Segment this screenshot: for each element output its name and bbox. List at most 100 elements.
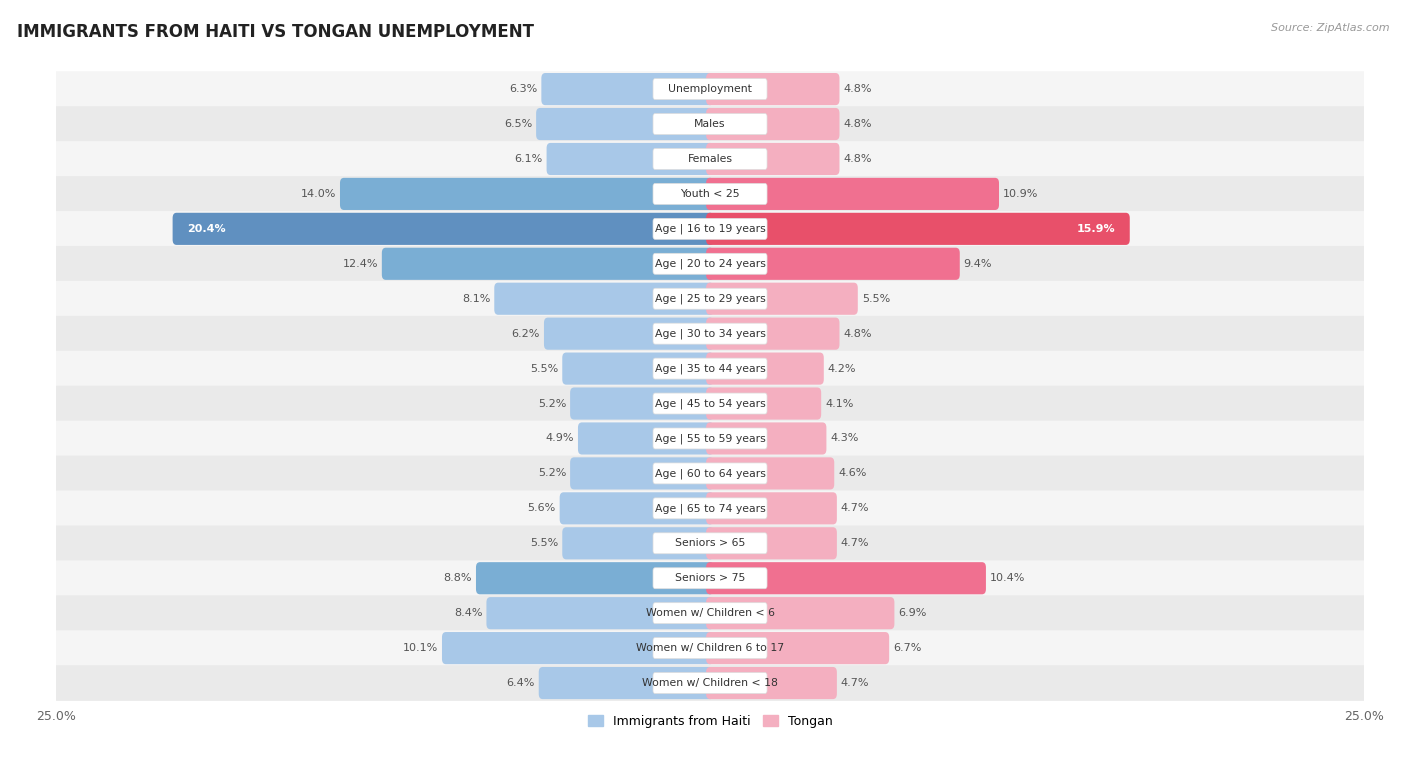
FancyBboxPatch shape (652, 498, 768, 519)
Text: 5.2%: 5.2% (538, 469, 567, 478)
FancyBboxPatch shape (56, 246, 1364, 282)
FancyBboxPatch shape (706, 422, 827, 454)
Text: 6.9%: 6.9% (898, 608, 927, 618)
Text: 6.2%: 6.2% (512, 329, 540, 338)
FancyBboxPatch shape (652, 463, 768, 484)
FancyBboxPatch shape (569, 457, 714, 490)
FancyBboxPatch shape (652, 428, 768, 449)
FancyBboxPatch shape (706, 667, 837, 699)
FancyBboxPatch shape (56, 316, 1364, 351)
FancyBboxPatch shape (441, 632, 714, 664)
FancyBboxPatch shape (706, 562, 986, 594)
Text: 4.8%: 4.8% (844, 154, 872, 164)
Text: 8.1%: 8.1% (463, 294, 491, 304)
FancyBboxPatch shape (652, 148, 768, 170)
Text: Age | 30 to 34 years: Age | 30 to 34 years (655, 329, 765, 339)
FancyBboxPatch shape (569, 388, 714, 419)
Text: 4.7%: 4.7% (841, 538, 869, 548)
FancyBboxPatch shape (486, 597, 714, 629)
FancyBboxPatch shape (56, 456, 1364, 491)
FancyBboxPatch shape (652, 568, 768, 589)
FancyBboxPatch shape (547, 143, 714, 175)
FancyBboxPatch shape (495, 282, 714, 315)
Text: Females: Females (688, 154, 733, 164)
Text: Age | 25 to 29 years: Age | 25 to 29 years (655, 294, 765, 304)
FancyBboxPatch shape (56, 386, 1364, 422)
Text: 10.1%: 10.1% (402, 643, 439, 653)
Text: 10.9%: 10.9% (1002, 189, 1038, 199)
FancyBboxPatch shape (706, 527, 837, 559)
FancyBboxPatch shape (56, 350, 1364, 386)
Text: 5.6%: 5.6% (527, 503, 555, 513)
Text: 4.8%: 4.8% (844, 329, 872, 338)
FancyBboxPatch shape (706, 457, 834, 490)
FancyBboxPatch shape (706, 388, 821, 419)
Text: 15.9%: 15.9% (1077, 224, 1115, 234)
FancyBboxPatch shape (652, 323, 768, 344)
FancyBboxPatch shape (56, 631, 1364, 666)
Text: 14.0%: 14.0% (301, 189, 336, 199)
FancyBboxPatch shape (652, 79, 768, 100)
FancyBboxPatch shape (706, 73, 839, 105)
Text: Age | 35 to 44 years: Age | 35 to 44 years (655, 363, 765, 374)
FancyBboxPatch shape (706, 597, 894, 629)
FancyBboxPatch shape (56, 176, 1364, 212)
Text: 6.5%: 6.5% (503, 119, 533, 129)
FancyBboxPatch shape (56, 281, 1364, 316)
Text: Women w/ Children < 6: Women w/ Children < 6 (645, 608, 775, 618)
Text: Age | 20 to 24 years: Age | 20 to 24 years (655, 259, 765, 269)
Text: 4.3%: 4.3% (831, 434, 859, 444)
FancyBboxPatch shape (652, 533, 768, 554)
Text: Unemployment: Unemployment (668, 84, 752, 94)
Text: Males: Males (695, 119, 725, 129)
FancyBboxPatch shape (382, 248, 714, 280)
FancyBboxPatch shape (652, 603, 768, 624)
Text: Age | 65 to 74 years: Age | 65 to 74 years (655, 503, 765, 513)
Text: 5.5%: 5.5% (530, 363, 558, 374)
FancyBboxPatch shape (706, 353, 824, 385)
FancyBboxPatch shape (706, 143, 839, 175)
Text: 4.1%: 4.1% (825, 398, 853, 409)
FancyBboxPatch shape (56, 106, 1364, 142)
FancyBboxPatch shape (652, 114, 768, 135)
Text: Youth < 25: Youth < 25 (681, 189, 740, 199)
FancyBboxPatch shape (544, 318, 714, 350)
Text: 10.4%: 10.4% (990, 573, 1025, 583)
Text: 9.4%: 9.4% (963, 259, 993, 269)
Text: 6.3%: 6.3% (509, 84, 537, 94)
Text: 4.7%: 4.7% (841, 503, 869, 513)
Text: Women w/ Children 6 to 17: Women w/ Children 6 to 17 (636, 643, 785, 653)
FancyBboxPatch shape (706, 178, 1000, 210)
Text: 20.4%: 20.4% (187, 224, 225, 234)
FancyBboxPatch shape (652, 254, 768, 274)
Text: 4.8%: 4.8% (844, 119, 872, 129)
FancyBboxPatch shape (541, 73, 714, 105)
Text: IMMIGRANTS FROM HAITI VS TONGAN UNEMPLOYMENT: IMMIGRANTS FROM HAITI VS TONGAN UNEMPLOY… (17, 23, 534, 41)
Text: 6.1%: 6.1% (515, 154, 543, 164)
FancyBboxPatch shape (56, 491, 1364, 526)
FancyBboxPatch shape (56, 525, 1364, 561)
FancyBboxPatch shape (652, 393, 768, 414)
FancyBboxPatch shape (562, 353, 714, 385)
FancyBboxPatch shape (706, 282, 858, 315)
FancyBboxPatch shape (536, 108, 714, 140)
FancyBboxPatch shape (56, 665, 1364, 701)
FancyBboxPatch shape (56, 595, 1364, 631)
FancyBboxPatch shape (652, 218, 768, 239)
Text: 4.9%: 4.9% (546, 434, 574, 444)
FancyBboxPatch shape (706, 108, 839, 140)
FancyBboxPatch shape (578, 422, 714, 454)
Text: Age | 16 to 19 years: Age | 16 to 19 years (655, 223, 765, 234)
Text: Women w/ Children < 18: Women w/ Children < 18 (643, 678, 778, 688)
Legend: Immigrants from Haiti, Tongan: Immigrants from Haiti, Tongan (582, 710, 838, 733)
FancyBboxPatch shape (56, 71, 1364, 107)
Text: 5.5%: 5.5% (862, 294, 890, 304)
FancyBboxPatch shape (652, 637, 768, 659)
Text: 5.5%: 5.5% (530, 538, 558, 548)
FancyBboxPatch shape (706, 632, 889, 664)
FancyBboxPatch shape (173, 213, 714, 245)
Text: 5.2%: 5.2% (538, 398, 567, 409)
Text: Seniors > 75: Seniors > 75 (675, 573, 745, 583)
Text: Age | 55 to 59 years: Age | 55 to 59 years (655, 433, 765, 444)
FancyBboxPatch shape (706, 213, 1130, 245)
